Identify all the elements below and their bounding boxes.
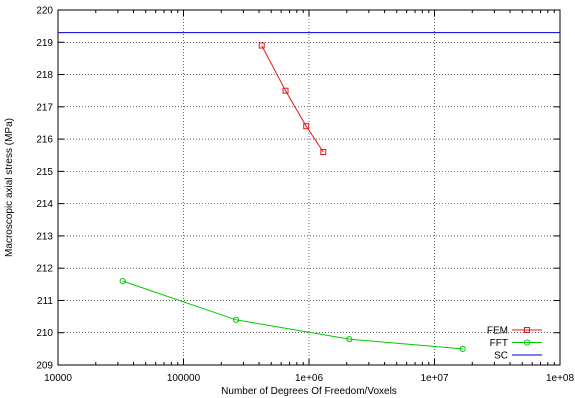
- x-axis-label: Number of Degrees Of Freedom/Voxels: [221, 386, 397, 397]
- legend-marker-fft: [523, 339, 531, 346]
- y-tick-label: 218: [36, 70, 53, 81]
- x-tick-label: 1e+06: [295, 373, 324, 384]
- series-fem-point: [320, 149, 327, 155]
- series-fft: [119, 277, 466, 352]
- x-tick-label: 10000: [44, 373, 72, 384]
- series-fft-point: [119, 277, 126, 285]
- x-tick-label: 100000: [167, 373, 201, 384]
- series-fft-point: [459, 345, 466, 352]
- legend-label-fft: FFT: [490, 338, 508, 349]
- series-fft-point: [346, 336, 353, 343]
- series-fem-point: [303, 123, 310, 130]
- tick-marks: [57, 9, 561, 366]
- legend-label-sc: SC: [494, 351, 508, 362]
- y-tick-label: 219: [36, 38, 53, 49]
- y-tick-label: 216: [36, 135, 53, 146]
- series-fft-point: [232, 316, 240, 323]
- series-layer: [58, 32, 560, 352]
- y-tick-label: 211: [37, 296, 53, 307]
- x-tick-label: 1e+08: [546, 373, 575, 384]
- y-axis-label: Macroscopic axial stress (MPa): [4, 118, 15, 257]
- y-tick-label: 209: [36, 361, 53, 372]
- series-fem-point: [282, 87, 289, 94]
- series-fem-line: [261, 45, 324, 153]
- y-tick-label: 213: [36, 231, 53, 242]
- y-tick-label: 217: [36, 102, 53, 113]
- legend-marker-fem: [524, 327, 530, 333]
- y-tick-label: 210: [36, 328, 53, 339]
- y-tick-label: 212: [36, 264, 53, 275]
- y-tick-label: 215: [36, 167, 53, 178]
- y-tick-label: 214: [36, 199, 53, 210]
- legend-label-fem: FEM: [487, 326, 508, 337]
- grid: [58, 10, 560, 365]
- y-tick-label: 220: [36, 6, 53, 17]
- series-fem-point: [258, 42, 265, 49]
- tick-labels: 10000 100000 1e+06 1e+07 1e+08 209 210 211 212 21…: [36, 6, 574, 385]
- series-fem: [258, 42, 327, 155]
- series-fft-line: [122, 280, 463, 350]
- x-tick-label: 1e+07: [420, 373, 449, 384]
